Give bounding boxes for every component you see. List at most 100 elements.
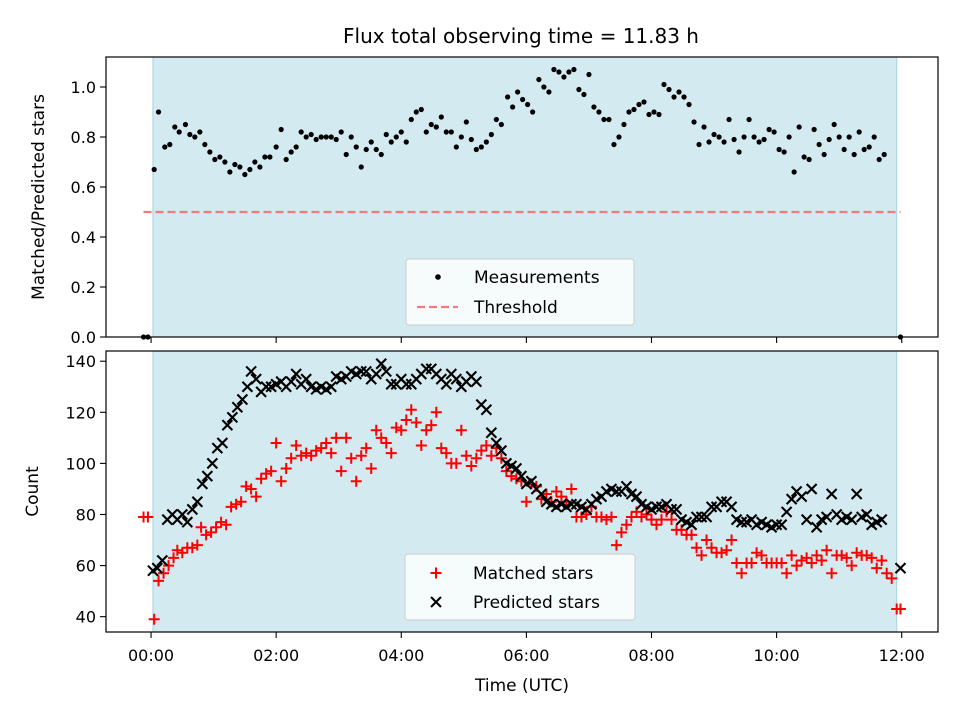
x-tick-label: 00:00	[128, 646, 174, 665]
measurement-point	[706, 139, 712, 145]
measurement-point	[303, 134, 309, 140]
measurement-point	[681, 94, 687, 100]
measurement-point	[222, 159, 228, 165]
measurement-point	[731, 136, 737, 143]
measurement-point	[393, 134, 399, 140]
matched-star-point	[555, 491, 567, 503]
legend-matched-label: Matched stars	[473, 564, 593, 584]
matched-star-point	[851, 547, 863, 559]
matched-star-point	[751, 547, 763, 559]
measurement-point	[561, 74, 567, 80]
matched-star-point	[200, 529, 212, 541]
predicted-star-point	[400, 378, 413, 390]
matched-star-point	[886, 572, 898, 584]
predicted-star-point	[810, 521, 823, 534]
matched-star-point	[520, 496, 532, 508]
measurement-point	[721, 139, 727, 145]
matched-star-point	[345, 452, 357, 464]
legend-matched-marker	[430, 567, 442, 579]
matched-star-point	[385, 447, 397, 459]
measurement-point	[621, 121, 627, 128]
measurement-point	[586, 71, 592, 78]
matched-star-point	[171, 544, 183, 556]
top-y-axis-label: Matched/Predicted stars	[29, 94, 49, 300]
measurement-point	[267, 154, 273, 160]
measurement-point	[257, 164, 263, 170]
measurement-point	[866, 144, 872, 150]
matched-star-point	[595, 511, 607, 523]
measurement-point	[636, 101, 642, 108]
measurement-point	[262, 154, 268, 160]
measurement-point	[831, 121, 837, 128]
x-tick-label: 12:00	[879, 646, 925, 665]
predicted-star-point	[510, 462, 523, 475]
matched-star-point	[640, 508, 652, 520]
measurement-point	[641, 99, 647, 105]
measurement-point	[691, 119, 697, 125]
bottom-plot-frame	[105, 350, 939, 633]
matched-star-point	[405, 404, 417, 416]
matched-star-point	[731, 557, 743, 569]
bottom-y-tick-label: 120	[65, 403, 96, 422]
predicted-star-point	[650, 501, 663, 513]
predicted-star-point	[300, 373, 312, 385]
matched-star-point	[550, 486, 562, 497]
predicted-star-point	[191, 495, 204, 508]
bottom-legend-box	[404, 553, 636, 621]
matched-star-point	[796, 554, 808, 566]
legend-measurement-marker	[435, 274, 441, 280]
measurement-point	[237, 164, 243, 170]
measurement-point	[308, 131, 314, 138]
measurement-point	[571, 66, 577, 73]
measurement-point	[551, 66, 557, 73]
legend-predicted-marker	[430, 596, 442, 608]
measurement-point	[841, 146, 847, 153]
matched-star-point	[650, 519, 662, 531]
predicted-star-point	[685, 518, 698, 531]
matched-star-point	[610, 539, 622, 551]
measurement-point	[453, 144, 459, 150]
matched-star-point	[425, 419, 437, 431]
measurement-point	[458, 134, 464, 140]
measurement-point	[651, 109, 657, 115]
matched-star-point	[335, 465, 347, 477]
measurement-point	[227, 169, 233, 175]
matched-star-point	[691, 542, 703, 554]
measurement-point	[202, 141, 208, 148]
measurement-point	[781, 149, 787, 155]
matched-star-point	[163, 560, 175, 572]
matched-star-point	[470, 452, 482, 464]
matched-star-point	[656, 514, 668, 526]
predicted-star-point	[690, 511, 703, 523]
predicted-star-point	[620, 480, 633, 493]
matched-star-point	[410, 417, 422, 429]
measurement-point	[167, 141, 173, 148]
matched-star-point	[866, 552, 878, 564]
matched-star-point	[776, 557, 788, 569]
measurement-point	[876, 156, 882, 163]
measurement-point	[741, 134, 747, 140]
measurement-point	[373, 146, 379, 153]
top-panel: 0.0 0.2 0.4 0.6 0.8 1.0 Matched/Predicted sta…	[29, 56, 939, 347]
measurement-point	[626, 109, 632, 115]
matched-star-point	[841, 552, 853, 564]
measurement-point	[671, 94, 677, 100]
measurement-point	[212, 156, 218, 163]
measurement-point	[358, 164, 364, 170]
matched-star-point	[310, 445, 322, 457]
predicted-star-point	[725, 501, 738, 513]
bottom-legend: Matched stars Predicted stars	[404, 553, 636, 621]
matched-star-point	[186, 542, 198, 554]
measurement-point	[646, 111, 652, 118]
top-y-tick-label: 0.4	[71, 228, 96, 247]
measurement-point	[761, 136, 767, 143]
measurement-point	[801, 154, 807, 160]
measurement-point	[661, 81, 667, 88]
measurement-point	[525, 101, 531, 108]
measurement-point	[716, 134, 722, 140]
matched-star-point	[220, 519, 232, 531]
matched-star-point	[325, 447, 337, 459]
x-tick-label: 08:00	[628, 646, 674, 665]
measurement-point	[846, 134, 852, 140]
measurement-point	[498, 121, 504, 128]
